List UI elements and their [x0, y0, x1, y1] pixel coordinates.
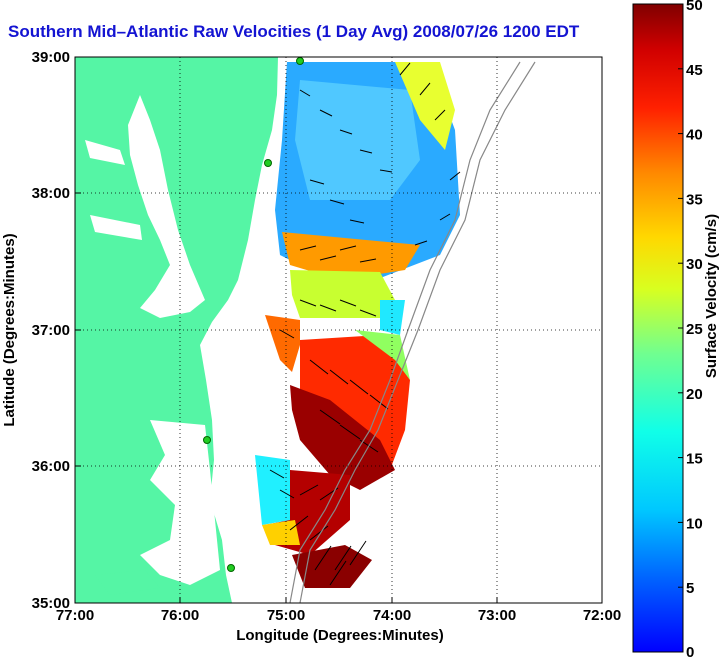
colorbar-label: Surface Velocity (cm/s) — [703, 214, 720, 378]
velocity-vectors — [269, 62, 461, 586]
y-tick-label: 36:00 — [32, 458, 70, 475]
radar-site — [227, 564, 235, 572]
tick-marks — [74, 56, 603, 604]
x-tick-label: 77:00 — [56, 607, 94, 624]
x-tick-label: 75:00 — [267, 607, 305, 624]
colorbar-tick-label: 45 — [686, 62, 703, 79]
potomac-river — [85, 140, 125, 165]
colorbar-tick-label: 35 — [686, 191, 703, 208]
y-tick-label: 38:00 — [32, 185, 70, 202]
colorbar: 50 45 40 35 30 25 20 15 10 5 0 Surface V… — [632, 0, 720, 659]
y-tick-label: 37:00 — [32, 322, 70, 339]
colorbar-tick-label: 15 — [686, 451, 703, 468]
colorbar-tick-label: 40 — [686, 127, 703, 144]
nc-peninsula — [95, 570, 160, 595]
pamlico-sound — [140, 420, 220, 585]
rappahannock-river — [90, 215, 142, 240]
colorbar-tick-label: 50 — [686, 0, 703, 14]
y-axis-label: Latitude (Degrees:Minutes) — [1, 233, 18, 426]
colorbar-tick-label: 5 — [686, 580, 694, 597]
chesapeake-bay — [128, 95, 205, 318]
colorbar-gradient — [632, 3, 684, 653]
colorbar-tick-label: 30 — [686, 256, 703, 273]
radar-site — [264, 159, 272, 167]
map-area — [75, 57, 602, 603]
radar-site — [203, 436, 211, 444]
colorbar-tick-label: 20 — [686, 386, 703, 403]
radar-site — [296, 57, 304, 65]
y-tick-label: 35:00 — [32, 595, 70, 612]
x-tick-label: 73:00 — [478, 607, 516, 624]
x-axis-label: Longitude (Degrees:Minutes) — [236, 627, 444, 644]
x-tick-label: 74:00 — [373, 607, 411, 624]
x-tick-label: 76:00 — [161, 607, 199, 624]
bathymetry-lines — [289, 61, 536, 603]
velocity-field — [255, 62, 460, 588]
map-title: Southern Mid–Atlantic Raw Velocities (1 … — [8, 22, 580, 41]
colorbar-tick-label: 10 — [686, 515, 703, 532]
x-tick-label: 72:00 — [583, 607, 621, 624]
y-tick-label: 39:00 — [32, 49, 70, 66]
grid — [75, 57, 602, 603]
land-mainland — [75, 57, 278, 603]
colorbar-tick-label: 0 — [686, 644, 694, 659]
colorbar-tick-label: 25 — [686, 321, 703, 338]
